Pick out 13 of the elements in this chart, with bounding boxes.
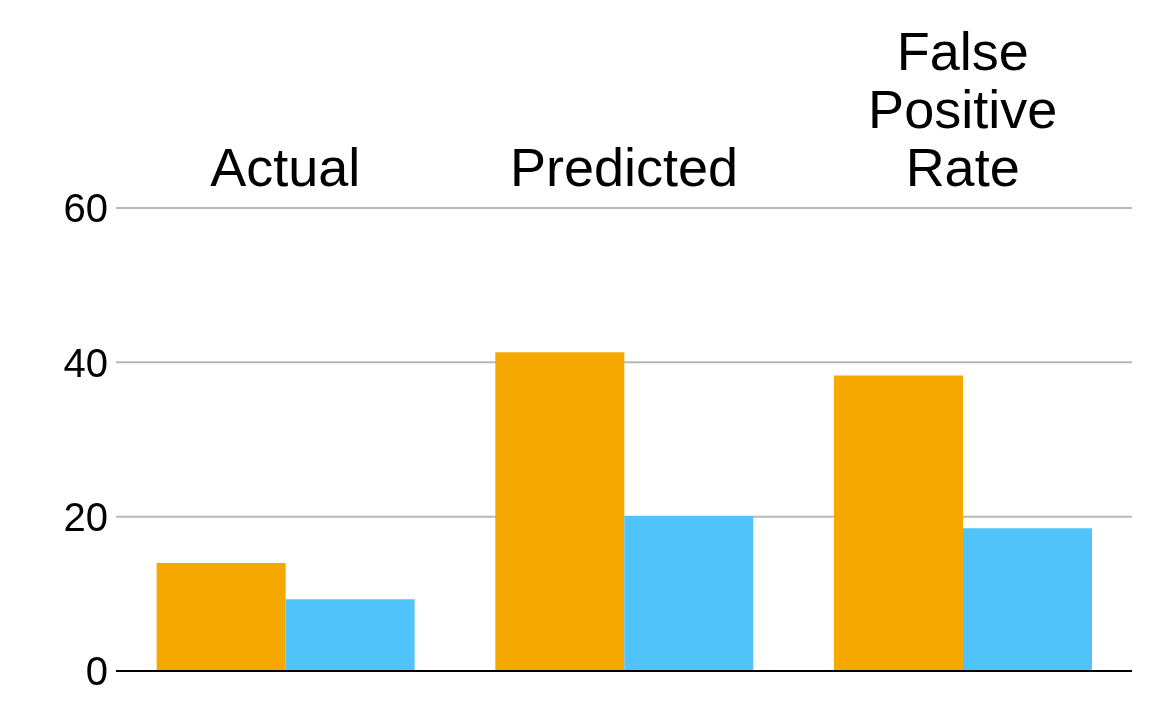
bar — [156, 562, 286, 671]
x-tick-label: False Positive Rate — [868, 21, 1058, 197]
y-tick-label: 40 — [63, 340, 108, 385]
y-tick-label: 20 — [63, 494, 108, 539]
y-tick-label: 60 — [63, 186, 108, 231]
bar — [962, 528, 1092, 671]
bar — [495, 352, 625, 671]
bar — [624, 515, 754, 671]
bar — [285, 599, 415, 671]
x-tick-label: Actual — [210, 137, 361, 197]
x-tick-label: Predicted — [509, 137, 739, 197]
y-tick-label: 0 — [85, 649, 108, 694]
bar — [833, 375, 963, 671]
